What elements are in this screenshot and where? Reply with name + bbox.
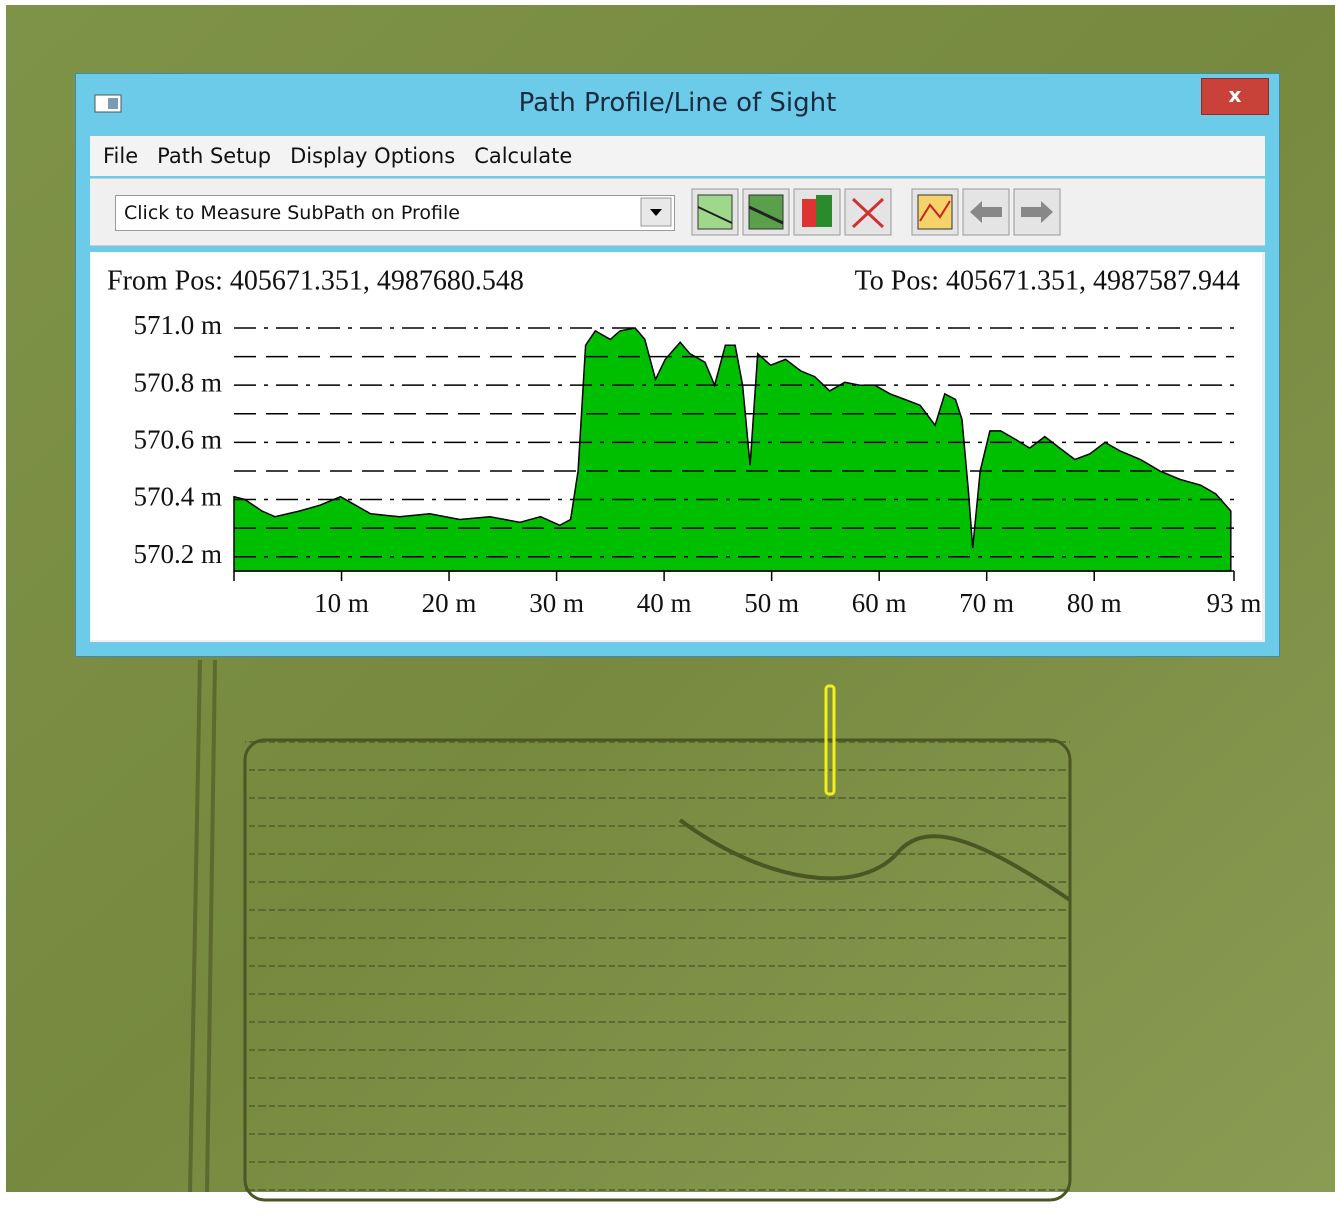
tool-button[interactable] xyxy=(793,188,841,236)
x-tick-label: 40 m xyxy=(637,588,692,618)
y-tick-label: 570.6 m xyxy=(133,425,222,455)
x-tick-label: 50 m xyxy=(744,588,799,618)
menu-item[interactable]: Calculate xyxy=(474,144,573,168)
y-tick-label: 570.2 m xyxy=(133,539,222,569)
x-tick-label: 20 m xyxy=(422,588,477,618)
field-rows xyxy=(245,740,1070,1192)
road xyxy=(188,659,217,1193)
tool-button[interactable] xyxy=(962,188,1010,236)
x-tick-label: 60 m xyxy=(852,588,907,618)
y-tick-label: 570.8 m xyxy=(133,367,222,397)
ditch xyxy=(678,818,1072,902)
x-tick-label: 70 m xyxy=(959,588,1014,618)
menu-item[interactable]: File xyxy=(103,144,139,168)
mode-dropdown[interactable]: Click to Measure SubPath on Profile xyxy=(115,195,675,231)
window-icon xyxy=(94,94,122,113)
window-title: Path Profile/Line of Sight xyxy=(518,88,837,118)
menu-item[interactable]: Display Options xyxy=(290,144,456,168)
tool-button[interactable] xyxy=(844,188,892,236)
tool-button[interactable] xyxy=(742,188,790,236)
close-button[interactable]: x xyxy=(1201,78,1269,115)
to-label: To Pos: 405671.351, 4987587.944 xyxy=(855,265,1240,296)
tool-button[interactable] xyxy=(1013,188,1061,236)
x-tick-label: 10 m xyxy=(314,588,369,618)
elevation-area xyxy=(233,327,1232,572)
menu-item[interactable]: Path Setup xyxy=(157,144,272,168)
toolbar: Click to Measure SubPath on Profile xyxy=(90,178,1265,246)
y-tick-label: 571.0 m xyxy=(133,310,222,340)
x-tick-label: 80 m xyxy=(1067,588,1122,618)
toolbar-buttons xyxy=(691,188,1061,236)
tool-button[interactable] xyxy=(911,188,959,236)
menu-bar: File Path Setup Display Options Calculate xyxy=(90,136,1265,176)
x-tick-label: 30 m xyxy=(529,588,584,618)
tool-button[interactable] xyxy=(691,188,739,236)
from-label: From Pos: 405671.351, 4987680.548 xyxy=(107,265,524,296)
y-tick-label: 570.4 m xyxy=(133,482,222,512)
profile-path xyxy=(824,684,836,796)
field-border xyxy=(243,738,1072,1202)
x-tick-label: 93 m xyxy=(1207,588,1262,618)
profile-chart: From Pos: 405671.351, 4987680.548 To Pos… xyxy=(90,252,1262,640)
dropdown-arrow[interactable] xyxy=(640,197,672,227)
